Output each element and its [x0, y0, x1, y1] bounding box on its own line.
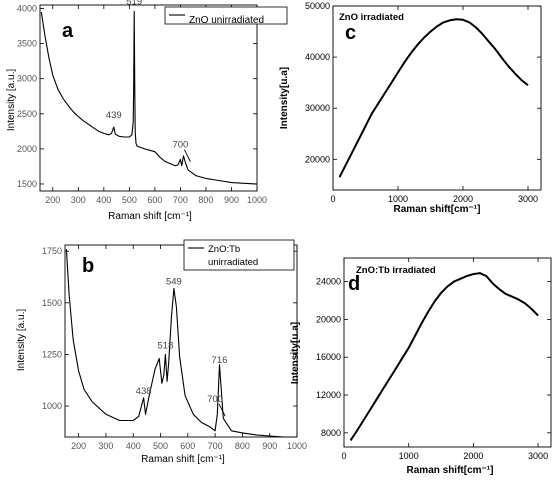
legend-box	[164, 6, 288, 25]
y-tick-label: 3500	[17, 39, 37, 49]
x-tick-label: 900	[262, 441, 277, 451]
y-tick-label: 50000	[305, 1, 330, 11]
legend-label: ZnO unirradiated	[189, 15, 264, 26]
y-tick-label: 1500	[42, 298, 62, 308]
peak-label: 700	[207, 394, 223, 405]
series-line	[40, 10, 258, 185]
y-tick-label: 4000	[17, 4, 37, 14]
peak-arrow	[184, 149, 191, 162]
peak-arrow	[218, 403, 226, 417]
peak-label: 716	[212, 355, 228, 366]
x-tick-label: 800	[235, 441, 250, 451]
x-tick-label: 700	[173, 195, 188, 205]
x-tick-label: 800	[198, 195, 213, 205]
x-axis-title: Raman shift [cm⁻¹]	[108, 211, 192, 222]
panel-c-chart: 0 1000 2000 3000 20000 30000 40000 50000 Raman s…	[279, 1, 542, 215]
peak-label: 438	[136, 386, 152, 397]
legend-label: unirradiated	[208, 257, 258, 268]
panel-letter: d	[348, 273, 360, 295]
y-tick-label: 24000	[316, 277, 341, 287]
y-tick-label: 3000	[17, 74, 37, 84]
x-axis-title: Raman shift[cm⁻¹]	[407, 465, 494, 476]
y-axis-title: Intensity[u.a]	[279, 67, 290, 129]
y-tick-label: 2500	[17, 109, 37, 119]
series-line	[349, 272, 539, 441]
peak-label: 519	[126, 0, 142, 8]
x-tick-label: 1000	[247, 195, 267, 205]
series-line	[338, 18, 529, 178]
y-tick-label: 30000	[305, 103, 330, 113]
panel-letter: c	[345, 22, 356, 44]
x-tick-label: 3000	[528, 451, 548, 461]
y-axis-title: Intensity [a.u.]	[16, 309, 27, 371]
legend-label: ZnO irradiated	[339, 12, 404, 23]
x-tick-label: 2000	[453, 194, 473, 204]
y-axis-title: Intensity[u.a]	[290, 322, 301, 384]
y-tick-label: 20000	[305, 154, 330, 164]
x-tick-label: 300	[98, 441, 113, 451]
x-tick-label: 600	[147, 195, 162, 205]
y-tick-label: 1250	[42, 349, 62, 359]
x-tick-label: 0	[330, 194, 335, 204]
y-axis-title: Intensity [a.u.]	[6, 69, 17, 131]
y-tick-label: 16000	[316, 352, 341, 362]
legend-box	[183, 239, 295, 271]
peak-label: 700	[172, 140, 188, 151]
x-tick-label: 3000	[518, 194, 538, 204]
panel-letter: b	[82, 255, 94, 277]
legend-label: ZnO:Tb	[208, 244, 240, 255]
x-tick-label: 2000	[463, 451, 483, 461]
plot-frame	[39, 4, 258, 192]
x-tick-label: 200	[71, 441, 86, 451]
x-tick-label: 300	[71, 195, 86, 205]
x-tick-label: 700	[208, 441, 223, 451]
x-tick-label: 1000	[399, 451, 419, 461]
legend-label: ZnO:Tb irradiated	[356, 265, 436, 276]
x-axis-title: Raman shift[cm⁻¹]	[394, 204, 481, 215]
y-tick-label: 12000	[316, 390, 341, 400]
x-tick-label: 400	[126, 441, 141, 451]
plot-frame	[332, 5, 542, 191]
plot-frame	[343, 257, 552, 448]
x-tick-label: 500	[122, 195, 137, 205]
y-tick-label: 8000	[321, 428, 341, 438]
peak-label: 518	[158, 340, 174, 351]
x-tick-label: 900	[224, 195, 239, 205]
x-tick-label: 400	[96, 195, 111, 205]
plot-frame	[64, 244, 298, 438]
panel-letter: a	[62, 20, 74, 42]
y-tick-label: 20000	[316, 314, 341, 324]
panel-a-chart: 200 300 400 500 600 700 800 900 1000 1500 2000 2500…	[6, 0, 288, 222]
y-tick-label: 1000	[42, 401, 62, 411]
x-tick-label: 0	[341, 451, 346, 461]
peak-label: 439	[106, 110, 122, 121]
y-tick-label: 40000	[305, 52, 330, 62]
peak-label: 549	[166, 276, 182, 287]
x-tick-label: 1000	[388, 194, 408, 204]
y-tick-label: 1500	[17, 179, 37, 189]
x-tick-label: 200	[45, 195, 60, 205]
x-tick-label: 600	[180, 441, 195, 451]
x-tick-label: 500	[153, 441, 168, 451]
x-tick-label: 1000	[287, 441, 307, 451]
y-tick-label: 2000	[17, 144, 37, 154]
series-line	[65, 249, 297, 438]
x-axis-title: Raman shift [cm⁻¹]	[141, 454, 225, 465]
panel-d-chart: 0 1000 2000 3000 8000 12000 16000 20000 24000 Ram…	[290, 257, 552, 476]
y-tick-label: 1750	[42, 246, 62, 256]
panel-b-chart: 200 300 400 500 600 700 800 900 1000 1000 1250 1500…	[16, 239, 307, 465]
